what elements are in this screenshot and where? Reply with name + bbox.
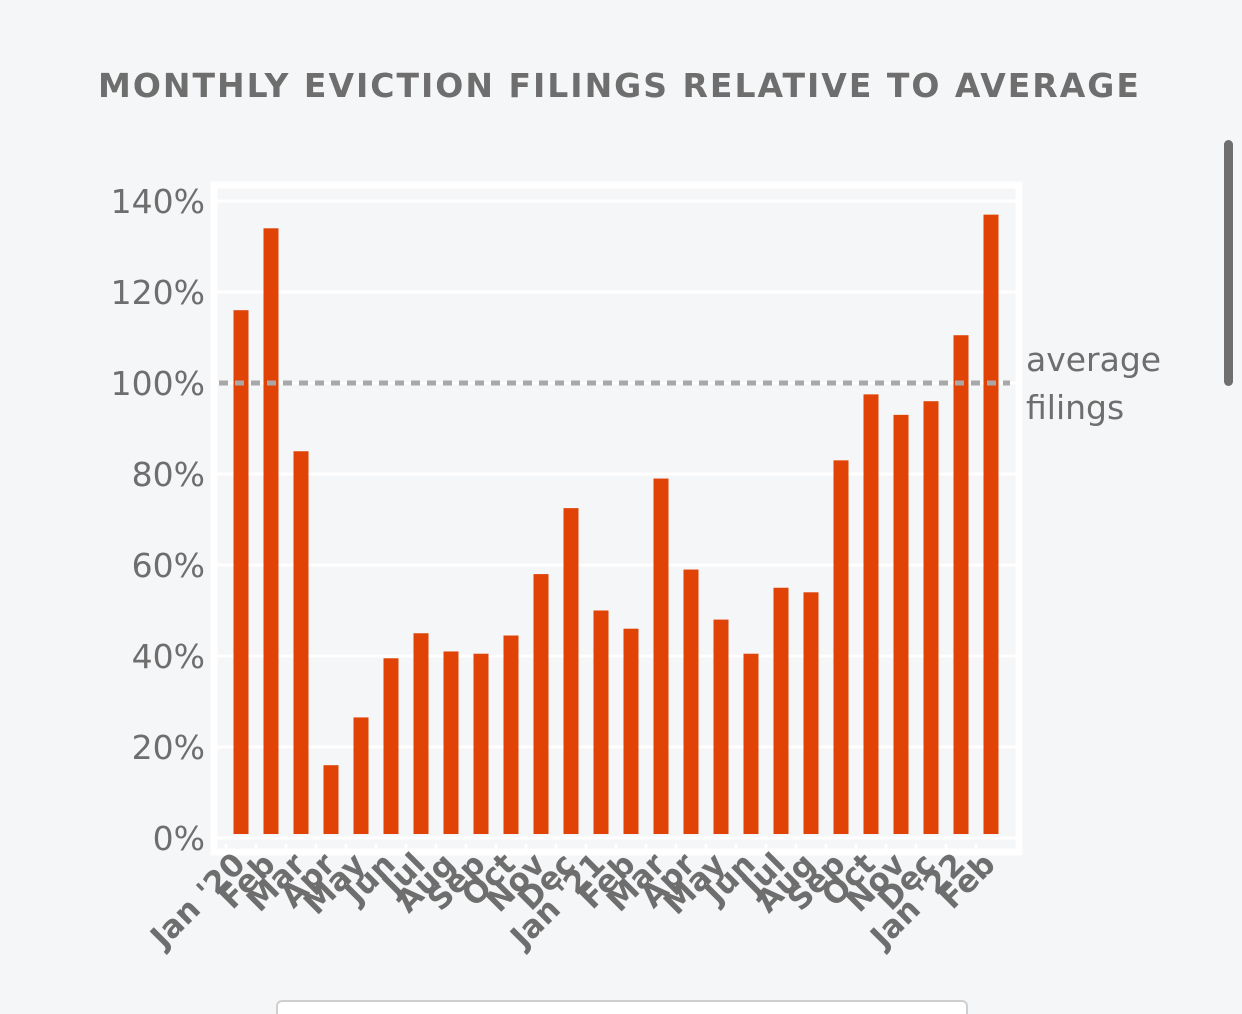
bar <box>833 460 849 834</box>
bar <box>503 635 519 834</box>
bar <box>803 592 819 834</box>
reference-line-label: average <box>1026 340 1161 379</box>
bar <box>983 214 999 834</box>
bar <box>773 587 789 834</box>
bar <box>953 335 969 834</box>
footer-panel <box>276 1000 968 1014</box>
y-tick-label: 60% <box>132 546 205 585</box>
bar <box>473 653 489 834</box>
y-tick-label: 140% <box>111 182 205 221</box>
bar <box>263 228 279 835</box>
bar <box>293 451 309 834</box>
y-tick-label: 40% <box>132 637 205 676</box>
bar <box>623 628 639 834</box>
bar <box>653 478 669 834</box>
y-tick-label: 0% <box>153 819 205 858</box>
y-tick-label: 100% <box>111 364 205 403</box>
bar <box>443 651 459 834</box>
bar <box>323 765 339 834</box>
bar <box>713 619 729 834</box>
y-tick-label: 80% <box>132 455 205 494</box>
bar <box>563 508 579 834</box>
bar <box>413 633 429 834</box>
bar <box>233 310 249 834</box>
bar <box>593 610 609 834</box>
vertical-scrollbar[interactable] <box>1224 140 1233 386</box>
bar <box>683 569 699 834</box>
y-tick-label: 120% <box>111 273 205 312</box>
bar <box>863 394 879 834</box>
y-tick-label: 20% <box>132 728 205 767</box>
bar <box>383 658 399 834</box>
bar <box>893 414 909 834</box>
chart-title: MONTHLY EVICTION FILINGS RELATIVE TO AVE… <box>98 66 1141 105</box>
reference-line-label: filings <box>1026 388 1124 427</box>
bar <box>353 717 369 834</box>
bar <box>923 401 939 834</box>
plot-area <box>210 181 1023 856</box>
bar <box>533 574 549 834</box>
bar <box>743 653 759 834</box>
